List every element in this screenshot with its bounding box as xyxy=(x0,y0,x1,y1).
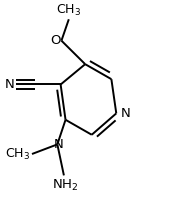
Text: N: N xyxy=(53,138,63,151)
Text: O: O xyxy=(50,34,61,47)
Text: CH$_3$: CH$_3$ xyxy=(5,147,30,162)
Text: N: N xyxy=(5,78,15,91)
Text: CH$_3$: CH$_3$ xyxy=(56,3,81,18)
Text: NH$_2$: NH$_2$ xyxy=(51,177,78,193)
Text: N: N xyxy=(121,107,131,120)
